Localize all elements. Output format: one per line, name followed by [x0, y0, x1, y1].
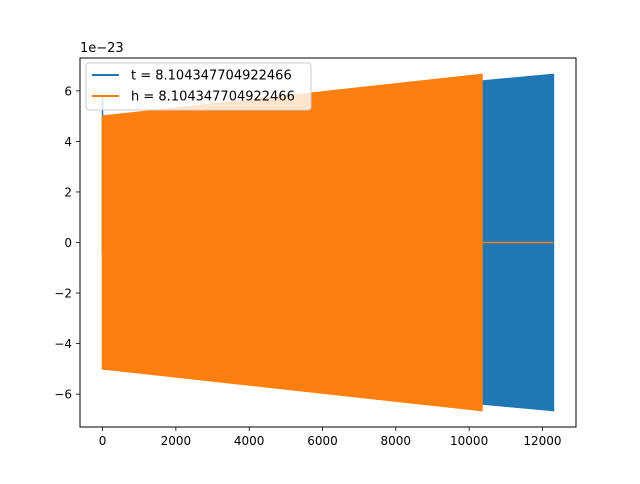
y-axis: −6 −4 −2 0 2 4 6 [54, 84, 80, 402]
offset-text: 1e−23 [80, 41, 124, 56]
series-1-oscillation-band [101, 73, 483, 412]
plot-series [101, 73, 555, 412]
legend-label-1: h = 8.104347704922466 [131, 90, 295, 105]
x-tick-label: 12000 [523, 434, 561, 448]
x-tick-label: 8000 [381, 434, 412, 448]
legend-label-0: t = 8.104347704922466 [131, 69, 292, 84]
y-tick-label: 4 [64, 135, 72, 149]
y-tick-label: 6 [64, 84, 72, 98]
y-tick-label: −2 [54, 287, 72, 301]
x-tick-label: 4000 [234, 434, 265, 448]
y-tick-label: 2 [64, 185, 72, 199]
x-tick-label: 10000 [450, 434, 488, 448]
x-tick-label: 2000 [161, 434, 192, 448]
x-axis: 0 2000 4000 6000 8000 10000 12000 [99, 427, 562, 448]
x-tick-label: 6000 [307, 434, 338, 448]
y-tick-label: 0 [64, 236, 72, 250]
y-tick-label: −4 [54, 337, 72, 351]
series-1 [101, 73, 554, 412]
legend-box [85, 62, 312, 111]
y-tick-label: −6 [54, 388, 72, 402]
x-tick-label: 0 [99, 434, 107, 448]
legend: t = 8.104347704922466 h = 8.1043477049224… [85, 62, 312, 111]
